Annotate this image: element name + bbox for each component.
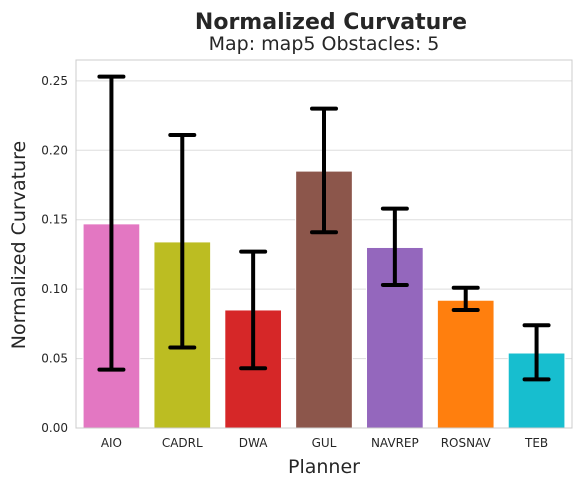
y-tick-label: 0.20 bbox=[41, 143, 68, 157]
y-tick-label: 0.25 bbox=[41, 74, 68, 88]
error-bars bbox=[97, 74, 551, 382]
x-tick-label: TEB bbox=[524, 436, 548, 450]
plot-frame bbox=[75, 59, 573, 429]
y-tick-label: 0.05 bbox=[41, 352, 68, 366]
x-tick-label: NAVREP bbox=[371, 436, 419, 450]
y-tick-label: 0.00 bbox=[41, 421, 68, 435]
x-tick-label: ROSNAV bbox=[441, 436, 492, 450]
x-axis: AIO CADRL DWA GUL NAVREP ROSNAV TEB bbox=[101, 436, 548, 450]
chart-suptitle: Normalized Curvature bbox=[195, 10, 467, 35]
chart-title: Map: map5 Obstacles: 5 bbox=[209, 33, 440, 55]
y-axis: 0.00 0.05 0.10 0.15 0.20 0.25 bbox=[41, 74, 68, 435]
x-axis-label: Planner bbox=[288, 456, 360, 478]
x-tick-label: DWA bbox=[239, 436, 268, 450]
x-tick-label: CADRL bbox=[162, 436, 203, 450]
y-tick-label: 0.15 bbox=[41, 213, 68, 227]
bar-rosnav bbox=[436, 299, 495, 429]
x-tick-label: AIO bbox=[101, 436, 122, 450]
y-axis-label: Normalized Curvature bbox=[8, 141, 30, 349]
x-tick-label: GUL bbox=[312, 436, 337, 450]
y-tick-label: 0.10 bbox=[41, 282, 68, 296]
